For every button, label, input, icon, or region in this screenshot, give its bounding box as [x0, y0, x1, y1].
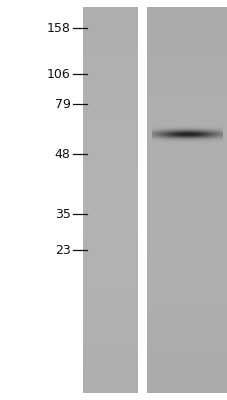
Text: 35: 35: [54, 208, 70, 220]
Text: 23: 23: [55, 244, 70, 256]
Text: 158: 158: [47, 22, 70, 34]
Text: 48: 48: [54, 148, 70, 160]
Bar: [137, 7, 146, 393]
Bar: [0, 7, 82, 393]
Text: 79: 79: [54, 98, 70, 110]
Text: 106: 106: [47, 68, 70, 80]
